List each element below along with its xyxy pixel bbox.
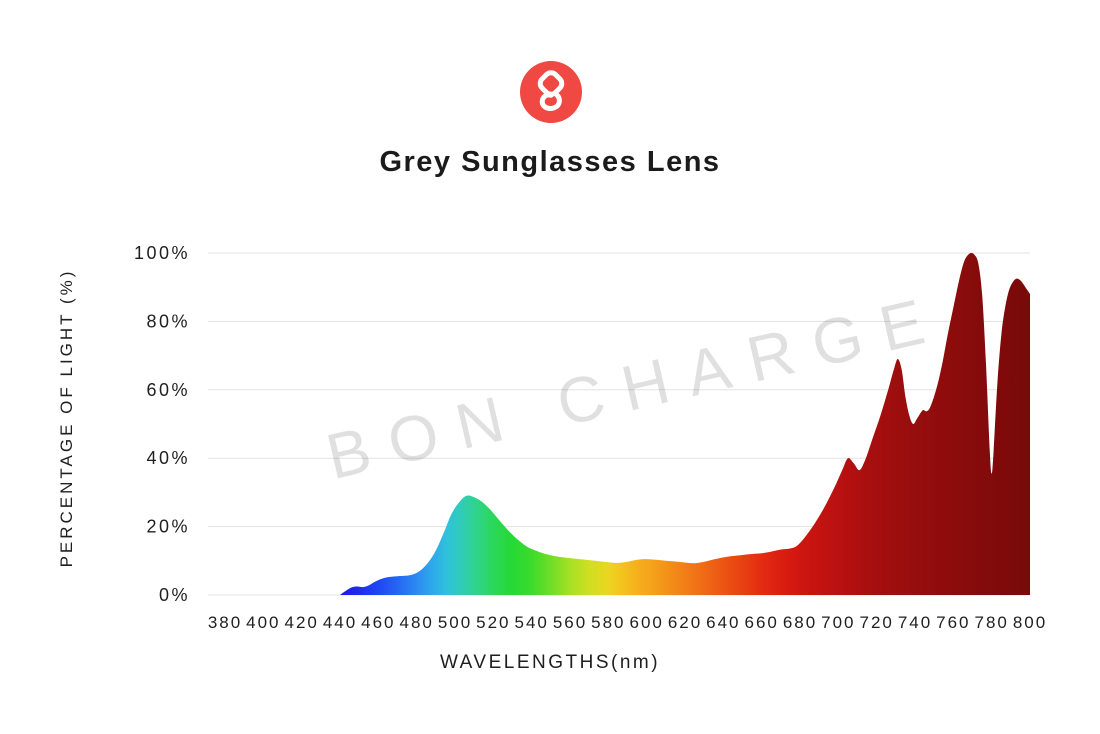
x-tick-label: 740 — [898, 613, 932, 632]
x-tick-label: 540 — [515, 613, 549, 632]
x-tick-label: 800 — [1013, 613, 1047, 632]
x-tick-label: 400 — [246, 613, 280, 632]
x-tick-label: 720 — [860, 613, 894, 632]
x-tick-label: 580 — [591, 613, 625, 632]
y-tick-label: 0% — [159, 585, 190, 605]
bon-charge-logo — [520, 61, 582, 123]
x-tick-label: 460 — [361, 613, 395, 632]
x-tick-label: 700 — [821, 613, 855, 632]
x-tick-label: 500 — [438, 613, 472, 632]
y-tick-label: 60% — [146, 380, 190, 400]
x-tick-label: 760 — [936, 613, 970, 632]
x-tick-label: 420 — [285, 613, 319, 632]
y-tick-label: 40% — [146, 448, 190, 468]
x-tick-label: 600 — [630, 613, 664, 632]
x-tick-label: 480 — [400, 613, 434, 632]
x-tick-label: 660 — [745, 613, 779, 632]
x-tick-label: 680 — [783, 613, 817, 632]
x-tick-label: 520 — [476, 613, 510, 632]
x-tick-label: 780 — [975, 613, 1009, 632]
x-tick-label: 440 — [323, 613, 357, 632]
x-tick-label: 620 — [668, 613, 702, 632]
x-tick-label: 380 — [208, 613, 242, 632]
y-tick-label: 80% — [146, 311, 190, 331]
x-axis-title: WAVELENGTHS(nm) — [439, 652, 661, 673]
x-tick-label: 560 — [553, 613, 587, 632]
y-tick-label: 20% — [146, 517, 190, 537]
spectral-area — [340, 253, 1030, 595]
y-tick-label: 100% — [134, 243, 190, 263]
page-title: Grey Sunglasses Lens — [379, 146, 721, 178]
x-tick-label: 640 — [706, 613, 740, 632]
bon-charge-logo-icon — [520, 61, 582, 123]
